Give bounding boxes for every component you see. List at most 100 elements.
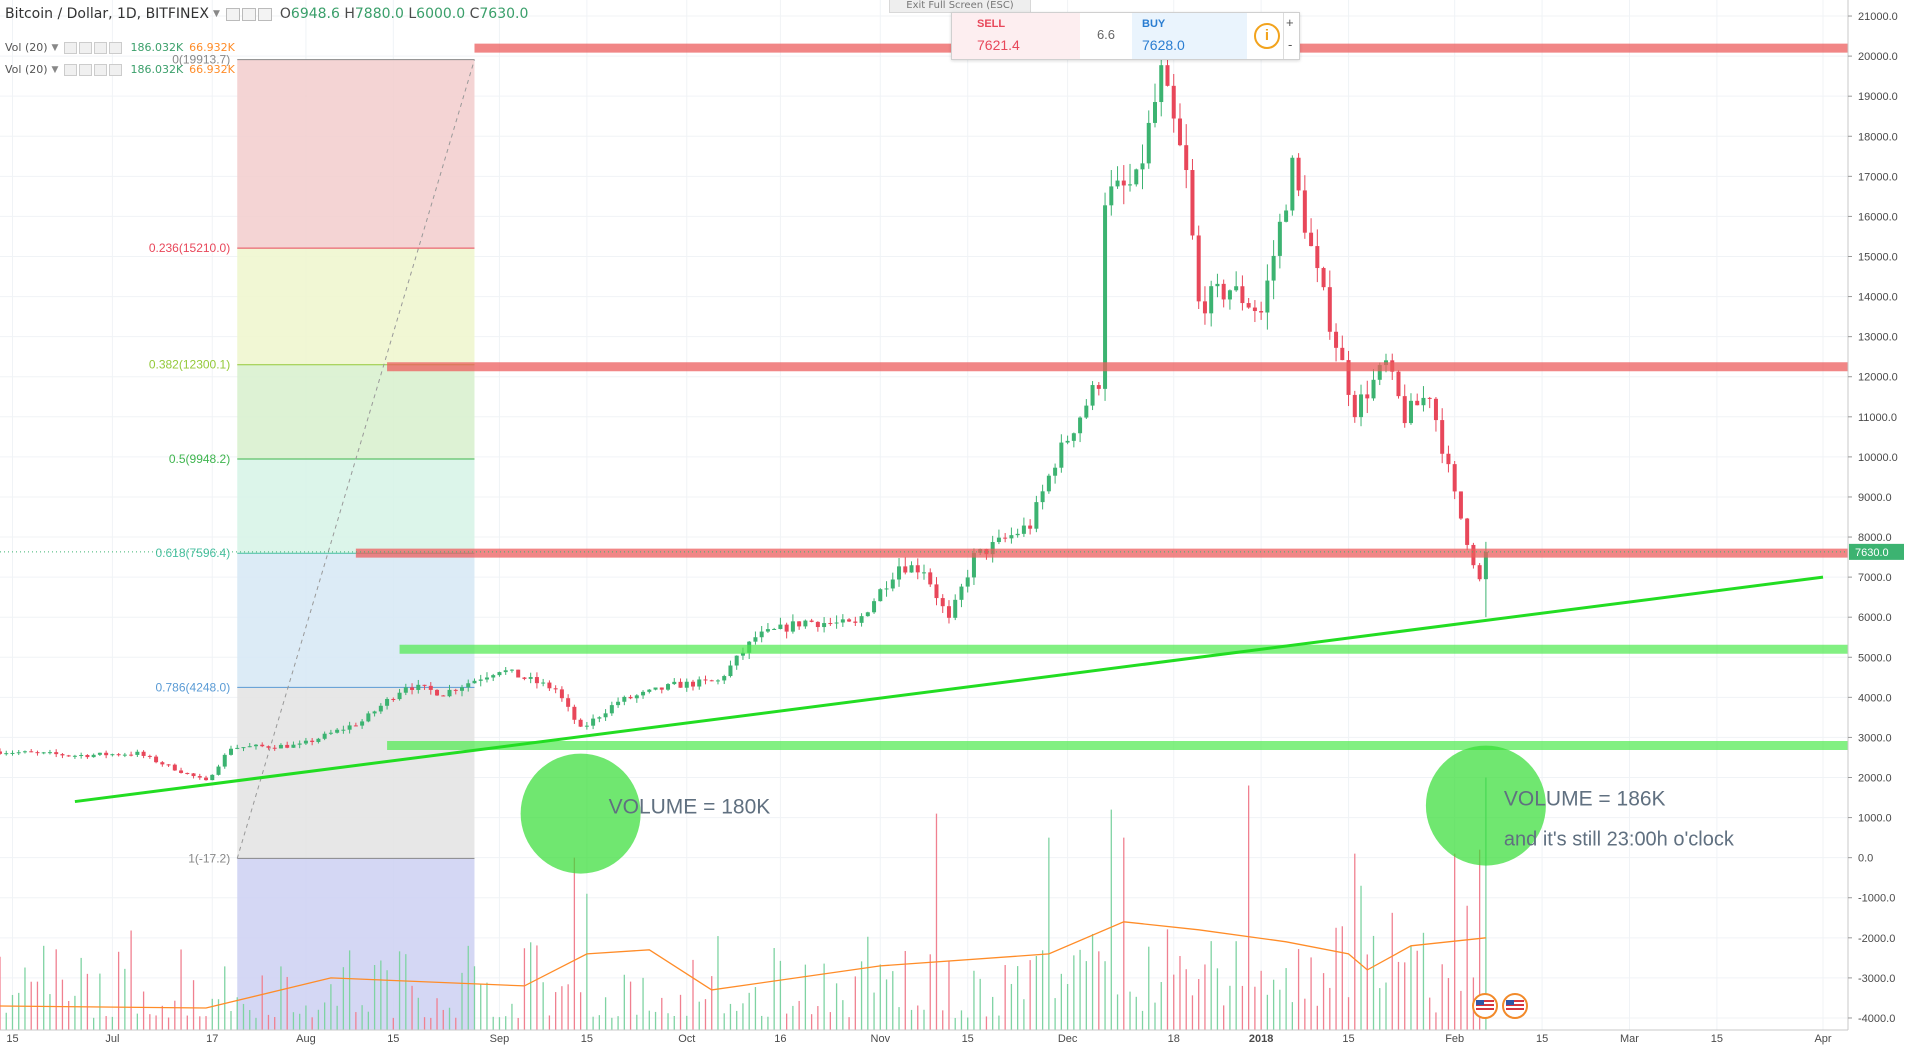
price-tick-label: 6000.0 (1858, 612, 1892, 624)
candle-body (160, 762, 165, 765)
us-flag-event-icon[interactable] (1502, 993, 1528, 1019)
candle-body (1246, 303, 1251, 308)
annotation-text: and it's still 23:00h o'clock (1504, 829, 1735, 851)
candle-body (1215, 283, 1220, 287)
candle-body (522, 677, 527, 679)
remove-icon[interactable] (257, 7, 272, 21)
price-tick-label: -2000.0 (1858, 933, 1895, 945)
price-tick-label: -4000.0 (1858, 1013, 1895, 1025)
candle-body (566, 698, 571, 707)
sell-button[interactable]: SELL 7621.4 (952, 13, 1080, 59)
trade-panel: SELL 7621.4 6.6 BUY 7628.0 i + - (951, 12, 1300, 60)
candle-body (584, 725, 589, 727)
settings-icon[interactable] (225, 7, 240, 21)
candle-body (360, 721, 365, 726)
candle-body (1365, 394, 1370, 399)
volume-highlight-circle (520, 753, 641, 874)
us-flag-event-icon[interactable] (1472, 993, 1498, 1019)
candle-body (572, 706, 577, 720)
candle-body (778, 624, 783, 629)
candle-body (722, 676, 727, 681)
candle-body (1302, 190, 1307, 233)
panel-size-controls: + - (1283, 13, 1299, 59)
candle-body (1159, 65, 1164, 103)
candle-body (460, 687, 464, 691)
candle-body (772, 628, 777, 630)
candle-body (441, 695, 446, 697)
volume-legend-2[interactable]: Vol (20) ▼ 186.032K 66.932K (5, 63, 235, 76)
add-icon[interactable] (94, 63, 108, 76)
candle-body (990, 542, 995, 555)
time-tick-label: Apr (1814, 1033, 1831, 1045)
symbol-title[interactable]: Bitcoin / Dollar, 1D, BITFINEX (5, 6, 209, 22)
symbol-dropdown-icon[interactable]: ▼ (212, 9, 220, 19)
candle-body (166, 764, 171, 766)
close-icon[interactable] (109, 63, 123, 76)
volume-legend-1[interactable]: Vol (20) ▼ 186.032K 66.932K (5, 41, 235, 54)
candle-body (628, 696, 633, 699)
candle-body (528, 677, 533, 679)
candle-body (1321, 268, 1326, 288)
time-tick-label: 15 (1536, 1033, 1548, 1045)
candle-body (622, 696, 627, 702)
fib-level-label: 1(-17.2) (188, 851, 230, 865)
candle-body (809, 620, 814, 622)
candle-body (0, 751, 2, 754)
time-tick-label: Dec (1058, 1033, 1078, 1045)
candle-body (503, 670, 508, 673)
buy-label: BUY (1142, 18, 1166, 30)
candle-body (29, 751, 34, 753)
time-tick-label: 17 (206, 1033, 218, 1045)
collapse-button[interactable]: - (1288, 37, 1293, 52)
time-tick-label: 15 (581, 1033, 593, 1045)
price-tick-label: 9000.0 (1858, 492, 1892, 504)
candle-body (897, 566, 902, 580)
support-trendline (74, 575, 1824, 804)
candle-body (497, 672, 502, 676)
eye-icon[interactable] (64, 41, 78, 54)
candle-body (715, 680, 720, 682)
price-tick-label: 1000.0 (1858, 813, 1892, 825)
candle-body (578, 719, 583, 727)
candle-body (453, 689, 458, 691)
buy-button[interactable]: BUY 7628.0 (1132, 13, 1247, 59)
expand-button[interactable]: + (1286, 15, 1294, 30)
candle-body (834, 622, 839, 624)
candle-body (110, 754, 115, 756)
candle-body (909, 565, 914, 573)
candle-body (428, 685, 433, 690)
candle-body (1371, 379, 1376, 399)
candle-body (435, 689, 440, 696)
settings-icon[interactable] (79, 41, 93, 54)
eye-icon[interactable] (64, 63, 78, 76)
candle-body (341, 729, 346, 731)
add-icon[interactable] (94, 41, 108, 54)
candle-body (491, 675, 496, 678)
candle-body (4, 753, 9, 755)
candle-body (928, 572, 933, 585)
candle-body (191, 773, 196, 777)
candle-body (472, 680, 477, 684)
candle-body (85, 755, 90, 758)
candle-body (1090, 385, 1095, 406)
candle-body (1184, 145, 1189, 171)
format-icon[interactable] (241, 7, 256, 21)
candle-body (784, 624, 789, 632)
candlesticks (0, 48, 1488, 781)
candle-body (154, 756, 159, 763)
price-tick-label: 15000.0 (1858, 251, 1898, 263)
candle-body (965, 577, 970, 587)
candle-body (447, 689, 452, 697)
settings-icon[interactable] (79, 63, 93, 76)
candle-body (328, 732, 333, 734)
fib-zone (237, 858, 475, 1030)
candle-body (1359, 394, 1364, 418)
time-tick-label: 16 (774, 1033, 786, 1045)
close-icon[interactable] (109, 41, 123, 54)
candle-body (797, 621, 802, 627)
info-icon[interactable]: i (1254, 23, 1280, 49)
fib-level-label: 0(19913.7) (172, 53, 230, 67)
candle-body (1165, 65, 1170, 86)
candle-body (1440, 420, 1445, 454)
